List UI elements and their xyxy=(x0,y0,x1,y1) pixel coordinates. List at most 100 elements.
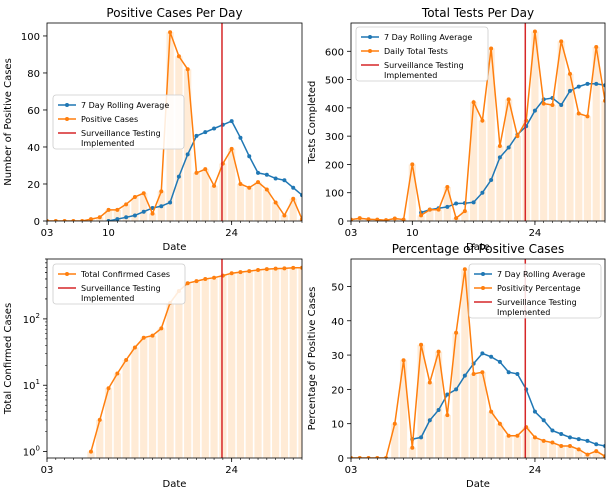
data-point xyxy=(550,428,555,433)
data-bar xyxy=(140,193,148,221)
data-bar xyxy=(548,442,557,458)
data-bar xyxy=(289,267,297,458)
data-bar xyxy=(513,435,522,458)
x-tick-label: 03 xyxy=(41,228,54,239)
data-bar xyxy=(140,337,148,458)
data-point xyxy=(541,101,546,106)
data-bar xyxy=(263,189,271,221)
chart-title: Positive Cases Per Day xyxy=(106,6,242,20)
data-point xyxy=(585,452,590,457)
data-bar xyxy=(461,211,469,221)
data-point xyxy=(489,46,494,51)
x-axis-label: Date xyxy=(163,479,187,490)
y-tick-label: 0 xyxy=(34,217,40,228)
data-point xyxy=(168,200,173,205)
data-point xyxy=(97,215,102,220)
data-bar xyxy=(443,415,451,458)
data-point xyxy=(238,135,243,140)
x-tick-label: 03 xyxy=(345,228,358,239)
data-point xyxy=(212,126,217,131)
data-point xyxy=(576,437,581,442)
data-bar xyxy=(417,215,425,221)
data-point xyxy=(445,392,450,397)
data-bar xyxy=(557,41,565,221)
data-bar xyxy=(148,335,157,458)
data-point xyxy=(462,209,467,214)
data-point xyxy=(212,275,217,280)
data-bar xyxy=(557,445,565,458)
data-point xyxy=(229,146,234,151)
data-point xyxy=(392,421,397,426)
data-point xyxy=(141,209,146,214)
data-bar xyxy=(470,373,478,458)
y-tick-label: 80 xyxy=(27,69,40,80)
legend-box xyxy=(52,94,185,150)
y-tick-label: 200 xyxy=(325,160,344,171)
data-point xyxy=(427,207,432,212)
data-point xyxy=(273,200,278,205)
data-point xyxy=(273,176,278,181)
data-bar xyxy=(505,435,513,458)
data-point xyxy=(141,335,146,340)
y-axis-label: Tests Completed xyxy=(307,81,318,165)
legend-label: Implemented xyxy=(81,294,134,303)
data-point xyxy=(515,371,520,376)
data-bar xyxy=(583,116,592,221)
data-bar xyxy=(236,183,245,221)
y-tick-label: 400 xyxy=(325,104,344,115)
data-point xyxy=(480,190,485,195)
data-bar xyxy=(184,69,192,221)
data-point xyxy=(506,433,511,438)
data-point xyxy=(238,181,243,186)
data-bar xyxy=(408,164,416,221)
data-bar xyxy=(113,209,121,221)
data-bar xyxy=(289,198,297,221)
data-point xyxy=(71,219,76,221)
data-point xyxy=(159,326,164,331)
data-point xyxy=(203,130,208,135)
data-bar xyxy=(184,283,192,458)
legend: Total Confirmed Cases Surveillance Testin… xyxy=(52,263,186,305)
data-bar xyxy=(566,445,574,458)
y-tick-label: 60 xyxy=(27,106,40,117)
data-point xyxy=(115,217,120,221)
legend-label: Implemented xyxy=(81,139,134,148)
data-point xyxy=(194,133,199,138)
legend-marker xyxy=(65,117,69,121)
data-bar xyxy=(219,275,227,458)
data-point xyxy=(559,431,564,436)
data-point xyxy=(419,213,424,218)
data-point xyxy=(203,167,208,172)
y-tick-label: 30 xyxy=(331,351,344,362)
data-point xyxy=(273,266,278,271)
data-bar xyxy=(399,360,408,458)
data-point xyxy=(80,219,85,221)
data-point xyxy=(567,71,572,76)
data-point xyxy=(454,201,459,206)
data-point xyxy=(594,449,599,454)
data-bar xyxy=(478,372,486,458)
data-point xyxy=(106,207,111,212)
y-tick-label: 100 xyxy=(325,189,344,200)
data-point xyxy=(559,39,564,44)
data-bar xyxy=(434,209,443,221)
data-point xyxy=(282,178,287,183)
data-bar xyxy=(531,437,539,458)
y-axis-label: Total Confirmed Cases xyxy=(3,303,14,415)
data-point xyxy=(603,443,605,448)
data-bar xyxy=(601,100,605,221)
data-point xyxy=(194,170,199,175)
data-bar xyxy=(548,105,557,221)
x-axis-label: Date xyxy=(466,242,490,253)
data-bar xyxy=(531,31,539,221)
data-point xyxy=(53,219,58,221)
data-bar xyxy=(452,332,460,458)
data-point xyxy=(150,211,155,216)
data-point xyxy=(185,152,190,157)
data-point xyxy=(419,342,424,347)
data-bar xyxy=(192,172,201,221)
data-bar xyxy=(280,268,289,458)
data-bar xyxy=(592,451,600,458)
data-point xyxy=(532,108,537,113)
data-point xyxy=(300,217,302,221)
